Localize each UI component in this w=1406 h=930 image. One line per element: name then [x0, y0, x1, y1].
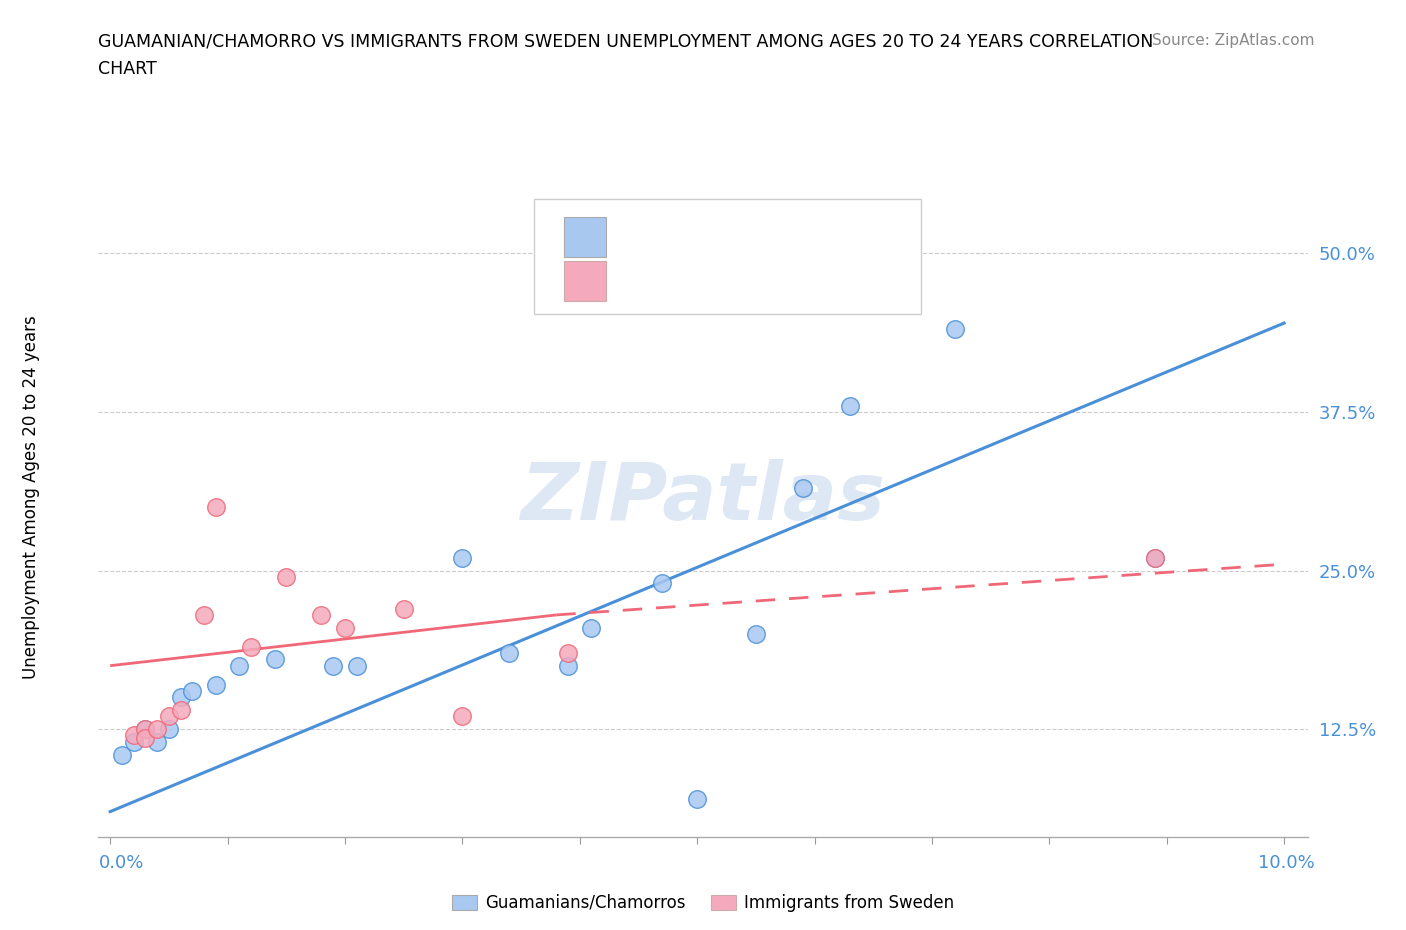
- FancyBboxPatch shape: [564, 261, 606, 300]
- Point: [169, 690, 191, 705]
- Point: [240, 639, 263, 654]
- Point: [122, 735, 145, 750]
- Text: 0.0%: 0.0%: [98, 854, 143, 872]
- Point: [451, 551, 474, 565]
- Point: [111, 747, 134, 762]
- Text: ZIPatlas: ZIPatlas: [520, 458, 886, 537]
- Point: [686, 791, 709, 806]
- FancyBboxPatch shape: [564, 218, 606, 257]
- Point: [745, 627, 768, 642]
- Point: [134, 722, 156, 737]
- Legend: Guamanians/Chamorros, Immigrants from Sweden: Guamanians/Chamorros, Immigrants from Sw…: [443, 885, 963, 921]
- Point: [134, 731, 156, 746]
- Text: R = 0.674   N = 22: R = 0.674 N = 22: [624, 228, 808, 246]
- Point: [557, 658, 579, 673]
- Point: [169, 703, 191, 718]
- Point: [651, 576, 673, 591]
- Point: [181, 684, 204, 698]
- Point: [204, 677, 226, 692]
- Text: CHART: CHART: [98, 60, 157, 78]
- Point: [333, 620, 356, 635]
- Point: [276, 569, 298, 584]
- Point: [557, 645, 579, 660]
- Point: [204, 499, 226, 514]
- Point: [792, 481, 814, 496]
- Point: [146, 722, 169, 737]
- Point: [322, 658, 344, 673]
- Point: [228, 658, 250, 673]
- Point: [311, 607, 333, 622]
- Point: [581, 620, 603, 635]
- Point: [945, 322, 967, 337]
- Text: GUAMANIAN/CHAMORRO VS IMMIGRANTS FROM SWEDEN UNEMPLOYMENT AMONG AGES 20 TO 24 YE: GUAMANIAN/CHAMORRO VS IMMIGRANTS FROM SW…: [98, 33, 1154, 50]
- FancyBboxPatch shape: [534, 199, 921, 314]
- Point: [392, 601, 415, 616]
- Point: [451, 709, 474, 724]
- Point: [1143, 551, 1166, 565]
- Point: [134, 722, 156, 737]
- Point: [122, 728, 145, 743]
- Point: [263, 652, 285, 667]
- Point: [193, 607, 215, 622]
- Text: R =  0.141   N = 16: R = 0.141 N = 16: [624, 272, 815, 290]
- Point: [838, 398, 860, 413]
- Point: [146, 735, 169, 750]
- Text: 10.0%: 10.0%: [1258, 854, 1315, 872]
- Point: [346, 658, 368, 673]
- Text: Source: ZipAtlas.com: Source: ZipAtlas.com: [1152, 33, 1315, 47]
- Text: Unemployment Among Ages 20 to 24 years: Unemployment Among Ages 20 to 24 years: [22, 315, 39, 680]
- Point: [1143, 551, 1166, 565]
- Point: [157, 722, 180, 737]
- Point: [498, 645, 520, 660]
- Point: [157, 709, 180, 724]
